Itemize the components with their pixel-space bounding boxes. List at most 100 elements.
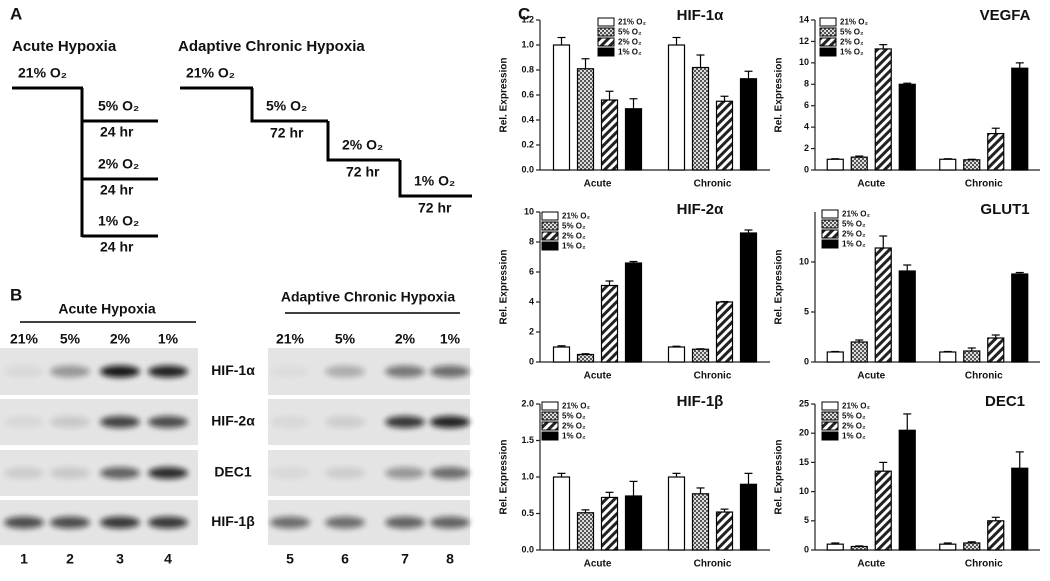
- blot-band: [50, 365, 90, 378]
- oxygen-level: 1% O₂: [414, 173, 455, 189]
- bar: [850, 156, 868, 171]
- blot-band: [385, 416, 425, 428]
- y-tick-label: 0.0: [521, 164, 534, 174]
- y-tick-label: 15: [799, 457, 809, 467]
- duration: 72 hr: [418, 200, 452, 216]
- bar: [715, 100, 734, 171]
- bar: [624, 495, 643, 551]
- bar: [576, 68, 595, 171]
- protein-label: HIF-1β: [211, 513, 255, 529]
- legend-label: 1% O₂: [562, 432, 586, 441]
- lane-oxygen: 21%: [10, 331, 39, 347]
- category-label: Acute: [857, 179, 885, 190]
- blot-band: [385, 516, 425, 529]
- y-tick-label: 12: [799, 36, 809, 46]
- bar: [963, 542, 981, 551]
- legend-swatch: [541, 421, 559, 431]
- duration: 72 hr: [346, 164, 380, 180]
- blot-band: [50, 467, 90, 479]
- legend-swatch: [541, 211, 559, 221]
- protein-label: HIF-1α: [211, 362, 255, 378]
- bar: [898, 270, 916, 363]
- legend-swatch: [541, 221, 559, 231]
- diagram-title: Adaptive Chronic Hypoxia: [178, 38, 365, 55]
- blot-band: [148, 467, 188, 479]
- bar: [1011, 67, 1029, 171]
- legend-swatch: [541, 231, 559, 241]
- y-tick-label: 0: [529, 356, 534, 366]
- oxygen-level: 5% O₂: [98, 98, 139, 114]
- panel-label: B: [10, 285, 22, 304]
- bar: [600, 496, 619, 551]
- bar: [850, 341, 868, 363]
- bar: [739, 483, 758, 551]
- bar: [826, 351, 844, 363]
- oxygen-level: 1% O₂: [98, 213, 139, 229]
- legend-label: 2% O₂: [562, 232, 586, 241]
- legend-label: 5% O₂: [562, 222, 586, 231]
- bar: [963, 159, 981, 171]
- category-label: Chronic: [694, 371, 732, 382]
- bar: [691, 493, 710, 551]
- duration: 24 hr: [100, 182, 134, 198]
- y-tick-label: 2.0: [521, 398, 534, 408]
- blot-band: [100, 516, 140, 529]
- bar: [691, 66, 710, 171]
- bar: [624, 108, 643, 171]
- blot-band: [148, 365, 188, 378]
- blot-band: [50, 516, 90, 529]
- legend-swatch: [821, 411, 839, 421]
- y-axis-label: Rel. Expression: [499, 439, 510, 514]
- y-tick-label: 6: [804, 100, 809, 110]
- category-label: Acute: [584, 371, 612, 382]
- bar: [600, 99, 619, 171]
- category-label: Chronic: [965, 179, 1003, 190]
- legend-swatch: [819, 37, 837, 47]
- bar: [715, 511, 734, 551]
- y-tick-label: 1.5: [521, 435, 534, 445]
- bar: [739, 78, 758, 171]
- bar: [600, 284, 619, 363]
- lane-oxygen: 5%: [60, 331, 81, 347]
- lane-number: 1: [20, 551, 28, 567]
- blot-band: [430, 516, 470, 529]
- legend-swatch: [821, 209, 839, 219]
- protein-label: DEC1: [214, 464, 252, 480]
- lane-oxygen: 1%: [440, 331, 461, 347]
- category-label: Chronic: [694, 559, 732, 570]
- legend-swatch: [597, 17, 615, 27]
- legend-label: 21% O₂: [842, 210, 870, 219]
- lane-number: 3: [116, 551, 124, 567]
- bar: [552, 476, 571, 551]
- legend-label: 1% O₂: [842, 432, 866, 441]
- legend-label: 2% O₂: [618, 38, 642, 47]
- lane-number: 8: [446, 551, 454, 567]
- lane-number: 7: [401, 551, 409, 567]
- legend-swatch: [821, 219, 839, 229]
- y-tick-label: 20: [799, 428, 809, 438]
- y-axis-label: Rel. Expression: [499, 249, 510, 324]
- duration: 72 hr: [270, 125, 304, 141]
- bar: [987, 337, 1005, 363]
- bar: [939, 351, 957, 363]
- panel-label: C: [518, 4, 530, 23]
- duration: 24 hr: [100, 239, 134, 255]
- oxygen-level: 21% O₂: [186, 65, 235, 81]
- oxygen-level: 21% O₂: [18, 65, 67, 81]
- bar: [898, 83, 916, 171]
- y-tick-label: 1.2: [521, 14, 534, 24]
- lane-oxygen: 5%: [335, 331, 356, 347]
- y-tick-label: 0.8: [521, 64, 534, 74]
- blot-band: [4, 467, 44, 479]
- legend-label: 21% O₂: [842, 402, 870, 411]
- bar: [850, 545, 868, 551]
- bar: [1011, 467, 1029, 551]
- y-axis-label: Rel. Expression: [774, 57, 785, 132]
- legend-swatch: [541, 241, 559, 251]
- y-tick-label: 25: [799, 398, 809, 408]
- legend-swatch: [819, 17, 837, 27]
- blot-band: [325, 365, 365, 378]
- legend-swatch: [541, 431, 559, 441]
- panel-label: A: [10, 4, 22, 23]
- bar: [739, 232, 758, 363]
